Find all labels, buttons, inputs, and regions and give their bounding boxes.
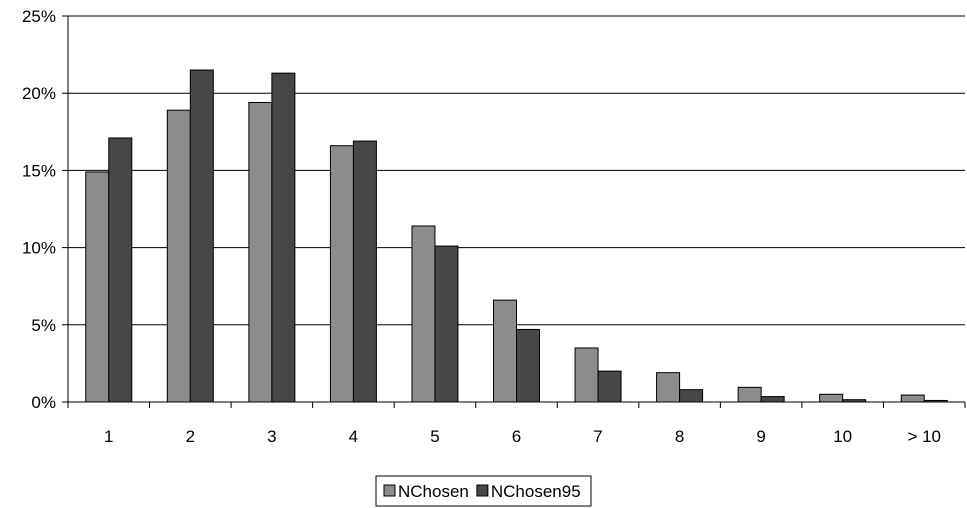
- bar-NChosen95-1: [108, 137, 133, 403]
- x-tick-label: 2: [186, 427, 195, 446]
- bar-NChosen95-7: [597, 370, 622, 403]
- gridlines: [68, 15, 965, 326]
- bar-NChosen-9: [737, 386, 762, 403]
- bar-NChosen95-3: [271, 72, 296, 403]
- y-tick-label: 0%: [31, 393, 56, 412]
- y-tick-label: 15%: [22, 161, 56, 180]
- x-tick-label: 9: [756, 427, 765, 446]
- x-tick-label: > 10: [907, 427, 941, 446]
- bars: [85, 69, 948, 403]
- bar-NChosen95-4: [352, 140, 377, 403]
- bar-NChosen-4: [329, 145, 354, 403]
- bar-NChosen95-10: [923, 399, 948, 403]
- x-tick-label: 6: [512, 427, 521, 446]
- bar-NChosen-1: [85, 171, 110, 403]
- y-tick-label: 5%: [31, 316, 56, 335]
- legend-label-NChosen: NChosen: [398, 482, 469, 501]
- bar-NChosen95-10: [842, 399, 867, 403]
- bar-NChosen95-8: [679, 389, 704, 403]
- bar-NChosen-3: [248, 101, 273, 403]
- y-axis: 0% 5% 10% 15% 20% 25%: [22, 7, 68, 412]
- bar-NChosen-7: [574, 347, 599, 403]
- legend-swatch-NChosen95: [476, 484, 489, 497]
- bar-NChosen95-6: [516, 328, 540, 403]
- bar-NChosen95-9: [760, 396, 785, 403]
- x-tick-label: 4: [349, 427, 358, 446]
- bar-NChosen-10: [900, 394, 925, 403]
- x-tick-label: 10: [833, 427, 852, 446]
- x-tick-label: 7: [593, 427, 602, 446]
- legend: NChosen NChosen95: [375, 475, 592, 507]
- legend-label-NChosen95: NChosen95: [491, 482, 581, 501]
- legend-swatch-NChosen: [383, 484, 396, 497]
- x-tick-label: 5: [430, 427, 439, 446]
- y-tick-label: 25%: [22, 7, 56, 26]
- bar-NChosen-8: [656, 372, 681, 403]
- y-tick-label: 20%: [22, 84, 56, 103]
- x-tick-label: 8: [675, 427, 684, 446]
- bar-NChosen95-5: [434, 245, 459, 403]
- bar-NChosen95-2: [189, 69, 214, 403]
- bar-NChosen-10: [819, 393, 844, 403]
- y-tick-label: 10%: [22, 239, 56, 258]
- bar-NChosen-6: [493, 299, 517, 403]
- bar-NChosen-5: [411, 225, 436, 403]
- x-tick-label: 1: [104, 427, 113, 446]
- x-tick-label: 3: [267, 427, 276, 446]
- bar-NChosen-2: [166, 109, 191, 403]
- x-axis: 1 2 3 4 5 6 7 8 9 10 > 10: [67, 402, 966, 446]
